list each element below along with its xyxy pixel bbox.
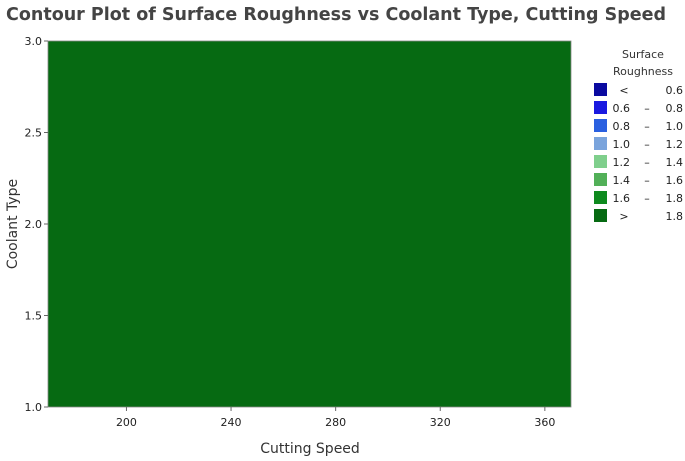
legend-swatch [594,191,607,204]
x-tick-label: 360 [534,416,555,429]
legend-high: 1.4 [666,156,684,169]
legend-high: 1.6 [666,174,684,187]
x-axis-title: Cutting Speed [260,441,360,457]
legend-swatch [594,83,607,96]
legend-entry: 1.4– 1.6 [594,173,683,187]
legend-operator: > [619,210,628,223]
legend-entry: 0.8– 1.0 [594,119,683,133]
legend-swatch [594,155,607,168]
y-tick-label: 2.0 [25,218,43,231]
legend-low: 1.4 [613,174,631,187]
legend-entry: >1.8 [594,209,683,223]
legend-entry: 1.0– 1.2 [594,137,683,151]
legend-high: 1.2 [666,138,684,151]
y-tick-label: 1.0 [25,401,43,414]
legend: Surface Roughness <0.60.6–0.80.8–1.01.0–… [594,48,683,223]
legend-swatch [594,137,607,150]
y-tick-label: 3.0 [25,35,43,48]
y-axis-title: Coolant Type [5,179,21,269]
y-tick-label: 2.5 [25,127,43,140]
legend-high: 0.8 [666,102,684,115]
legend-entry: 1.2– 1.4 [594,155,683,169]
legend-dash: – [644,102,650,115]
legend-dash: – [644,174,650,187]
legend-low: 0.6 [613,102,631,115]
legend-high: 1.0 [666,120,684,133]
contour-fill [48,41,571,407]
legend-entry: <0.6 [594,83,683,97]
x-axis: 200 240 280 320 360 [116,407,555,429]
legend-dash: – [644,138,650,151]
legend-high: 1.8 [666,210,684,223]
y-axis: 1.0 1.5 2.0 2.5 3.0 [25,35,48,414]
legend-title-line2: Roughness [613,65,673,78]
legend-high: 1.8 [666,192,684,205]
contour-band-7 [48,41,571,407]
legend-dash: – [644,120,650,133]
legend-swatch [594,173,607,186]
legend-low: 0.8 [613,120,631,133]
x-tick-label: 240 [221,416,242,429]
legend-low: 1.6 [613,192,631,205]
legend-swatch [594,101,607,114]
legend-swatch [594,119,607,132]
legend-swatch [594,209,607,222]
legend-dash: – [644,192,650,205]
x-tick-label: 280 [325,416,346,429]
chart-title: Contour Plot of Surface Roughness vs Coo… [6,5,666,25]
x-tick-label: 320 [430,416,451,429]
legend-entry: 0.6– 0.8 [594,101,683,115]
y-tick-label: 1.5 [25,310,43,323]
x-tick-label: 200 [116,416,137,429]
legend-title-line1: Surface [622,48,664,61]
legend-entry: 1.6– 1.8 [594,191,683,205]
legend-high: 0.6 [666,84,684,97]
legend-low: 1.0 [613,138,631,151]
legend-operator: < [619,84,628,97]
legend-dash: – [644,156,650,169]
legend-low: 1.2 [613,156,631,169]
